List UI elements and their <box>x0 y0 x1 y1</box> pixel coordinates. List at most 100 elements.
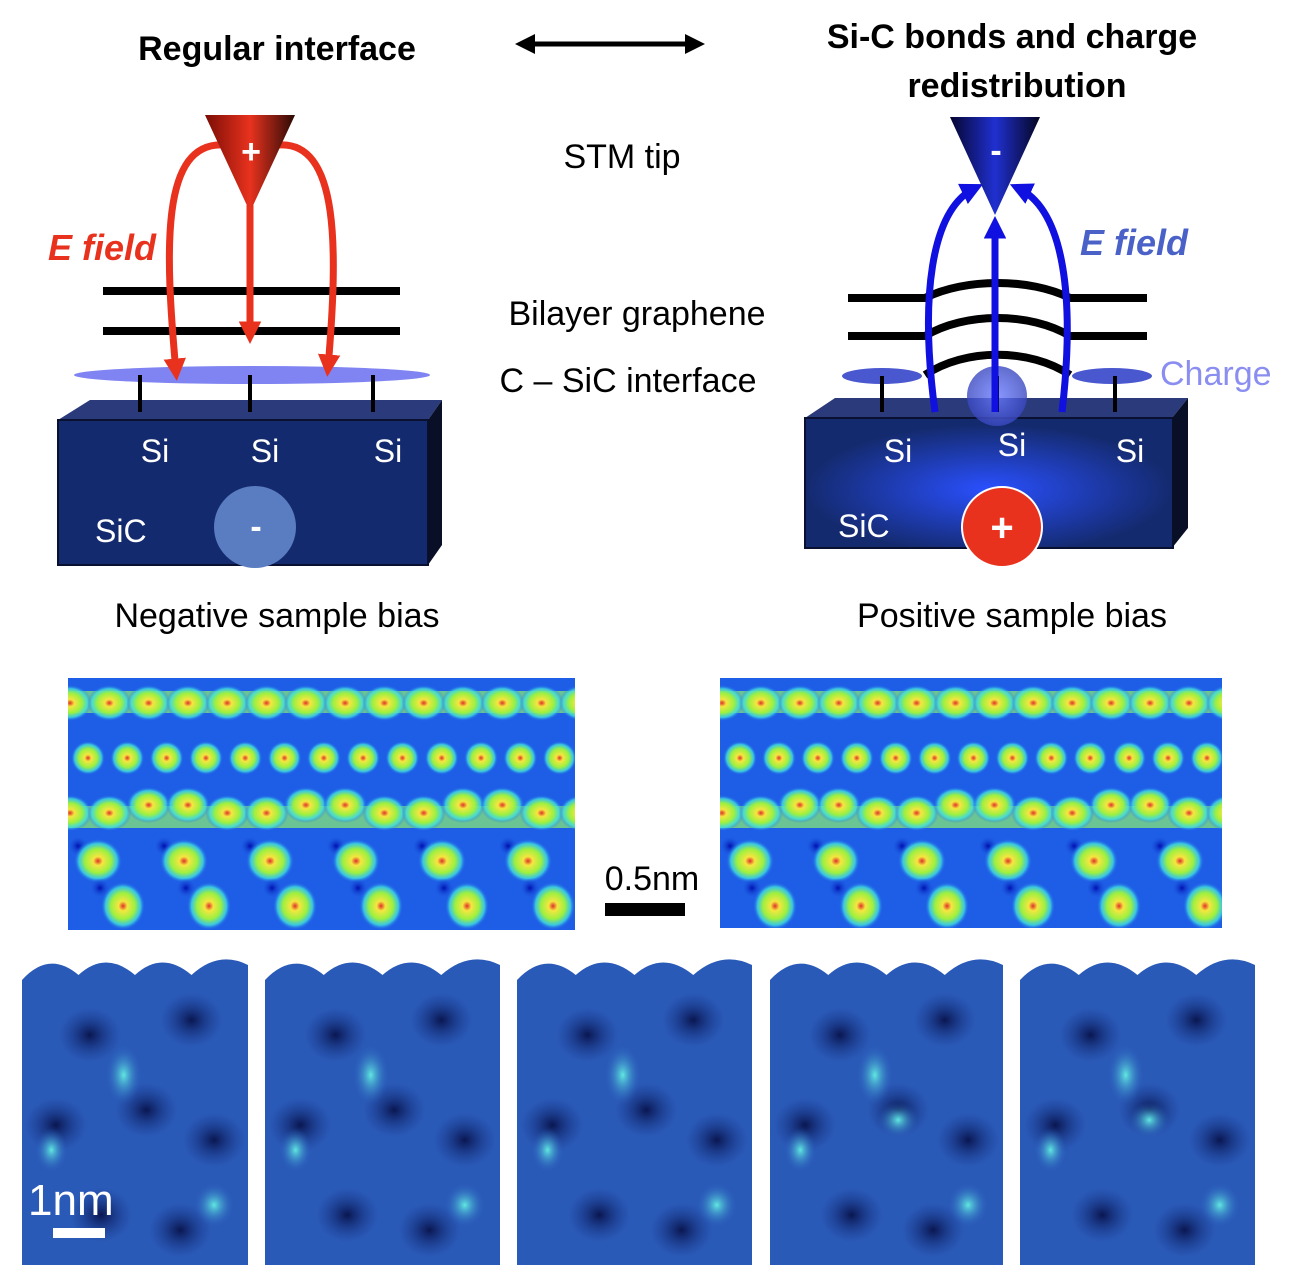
atom-blob <box>244 795 289 831</box>
stm-panel <box>1020 959 1255 1265</box>
atom-blob <box>738 685 783 721</box>
atom-blob <box>283 685 328 721</box>
vacancy <box>1258 878 1278 898</box>
atom-blob <box>1112 741 1147 775</box>
atom-blob <box>738 795 783 831</box>
atom-blob <box>933 787 978 823</box>
minus-sign: - <box>250 508 261 546</box>
atom-blob <box>1269 882 1300 930</box>
atom-blob <box>812 839 860 883</box>
atom-blob <box>323 685 368 721</box>
atom-blob <box>205 795 250 831</box>
interface-label: C – SiC interface <box>500 362 757 400</box>
atom-blob <box>273 882 317 930</box>
atom-blob <box>839 882 883 928</box>
atom-blob <box>726 839 774 883</box>
atom-blob <box>1073 741 1108 775</box>
atom-blob <box>68 795 92 831</box>
scale-bar-1nm <box>53 1228 105 1238</box>
negative-bias-label: Negative sample bias <box>114 597 439 635</box>
sic-label: SiC <box>95 513 147 549</box>
atom-blob <box>504 839 552 883</box>
atom-blob <box>995 741 1030 775</box>
stm-panel <box>517 959 752 1265</box>
charge-density-map-positive <box>720 678 1300 930</box>
scale-label-0.5nm: 0.5nm <box>605 860 700 898</box>
atom-blob <box>187 882 231 930</box>
right-schematic: - E field Charge Si Si Si SiC + <box>804 117 1272 568</box>
atom-blob <box>816 685 861 721</box>
atom-blob <box>1034 741 1069 775</box>
atom-blob <box>1166 685 1211 721</box>
atom-blob <box>925 882 969 928</box>
atom-blob <box>87 795 132 831</box>
atom-blob <box>165 685 210 721</box>
atom-blob <box>283 787 328 823</box>
stm-tip-negative-icon <box>950 117 1040 215</box>
negative-charge-icon <box>214 486 296 568</box>
atom-blob <box>267 741 302 775</box>
atom-blob <box>917 741 952 775</box>
e-field-label-left: E field <box>48 227 157 268</box>
atom-blob <box>1011 795 1056 831</box>
atom-blob <box>188 741 223 775</box>
atom-blob <box>1097 882 1141 928</box>
atom-blob <box>126 685 171 721</box>
atom-blob <box>972 685 1017 721</box>
atom-blob <box>418 839 466 883</box>
atom-blob <box>246 839 294 883</box>
right-title-line1: Si-C bonds and charge <box>827 18 1197 56</box>
atom-blob <box>244 685 289 721</box>
atom-blob <box>723 741 757 775</box>
atom-blob <box>839 741 874 775</box>
atom-blob <box>1151 741 1186 775</box>
atom-blob <box>1070 839 1118 883</box>
atom-blob <box>720 795 744 831</box>
atom-blob <box>441 685 486 721</box>
atom-blob <box>519 795 564 831</box>
atom-blob <box>1205 795 1222 831</box>
atom-blob <box>441 787 486 823</box>
plus-sign: + <box>990 506 1013 550</box>
stm-panel <box>22 959 248 1265</box>
atom-blob <box>1183 882 1222 928</box>
bilayer-graphene-label: Bilayer graphene <box>508 295 765 333</box>
atom-blob <box>1089 787 1134 823</box>
left-schematic: + E field Si Si Si SiC - <box>48 115 442 568</box>
si-label: Si <box>141 433 169 469</box>
atom-blob <box>1050 685 1095 721</box>
atom-blob <box>445 882 489 930</box>
atom-blob <box>984 839 1032 883</box>
atom-blob <box>720 685 744 721</box>
atom-blob <box>464 741 499 775</box>
scale-label-1nm: 1nm <box>28 1176 114 1225</box>
atom-blob <box>1156 839 1204 883</box>
atom-blob <box>753 882 797 928</box>
atom-blob <box>531 882 575 930</box>
atom-blob <box>1011 685 1056 721</box>
atom-blob <box>1128 685 1173 721</box>
atom-blob <box>385 741 420 775</box>
atom-blob <box>401 795 446 831</box>
atom-blob <box>1011 882 1055 928</box>
right-title-line2: redistribution <box>907 67 1126 105</box>
stm-image-sequence <box>22 959 1255 1265</box>
atom-blob <box>1205 685 1222 721</box>
atom-blob <box>165 787 210 823</box>
atom-blob <box>898 839 946 883</box>
atom-blob <box>956 741 991 775</box>
si-label: Si <box>998 427 1026 463</box>
atom-blob <box>87 685 132 721</box>
atom-blob <box>582 741 616 775</box>
atom-blob <box>401 685 446 721</box>
atom-blob <box>503 741 538 775</box>
atom-blob <box>205 685 250 721</box>
charge-density-map-negative <box>68 678 616 930</box>
stm-panel <box>770 959 1003 1265</box>
atom-blob <box>878 741 913 775</box>
atom-blob <box>126 787 171 823</box>
atom-blob <box>101 882 145 930</box>
si-label: Si <box>251 433 279 469</box>
atom-blob <box>332 839 380 883</box>
atom-blob <box>1189 741 1222 775</box>
